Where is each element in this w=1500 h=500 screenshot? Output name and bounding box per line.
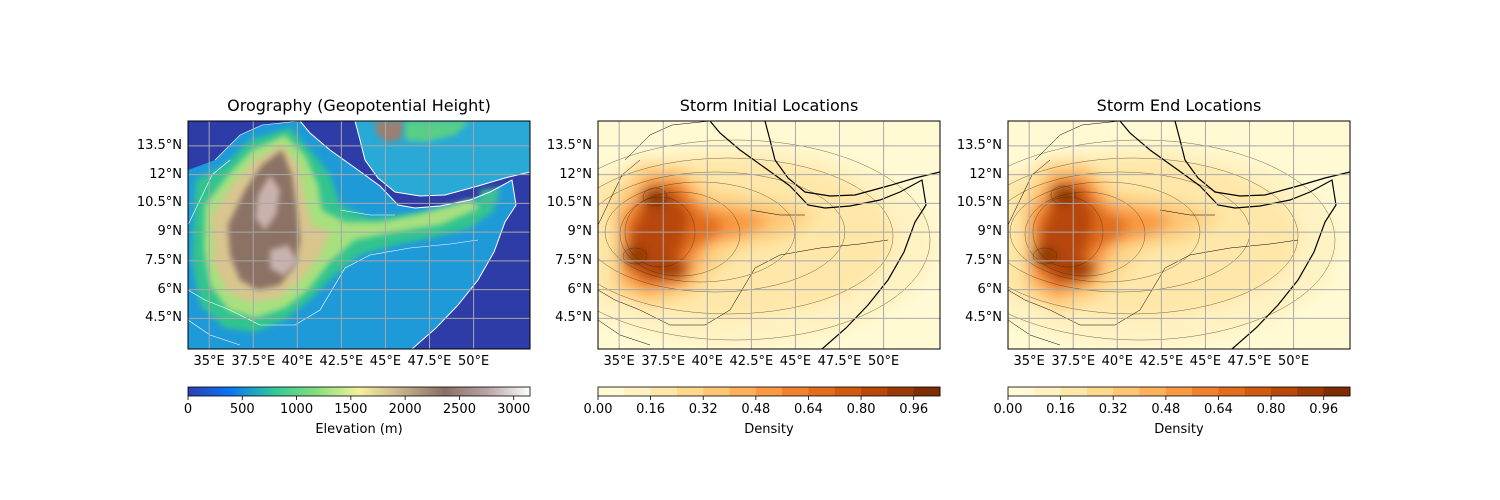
storm-initial-map (535, 121, 940, 349)
colorbar-gradient (188, 387, 530, 396)
colorbar-level (1034, 387, 1061, 396)
colorbar-level (1192, 387, 1219, 396)
colorbar-level (703, 387, 730, 396)
colorbar-level (914, 387, 941, 396)
colorbar-level (1245, 387, 1272, 396)
colorbar-level (651, 387, 678, 396)
colorbar-level (1166, 387, 1193, 396)
colorbar-level (887, 387, 914, 396)
colorbar-level (835, 387, 862, 396)
end-density-colorbar (1008, 387, 1351, 400)
colorbar-level (1008, 387, 1035, 396)
colorbar-level (1271, 387, 1298, 396)
colorbar-level (808, 387, 835, 396)
colorbar-level (1297, 387, 1324, 396)
colorbar-level (1324, 387, 1351, 396)
colorbar-level (1113, 387, 1140, 396)
colorbar-level (677, 387, 704, 396)
colorbar-level (598, 387, 625, 396)
colorbar-level (730, 387, 757, 396)
colorbar-level (782, 387, 809, 396)
storm-end-map (940, 121, 1350, 349)
colorbar-level (1061, 387, 1088, 396)
initial-density-colorbar (598, 387, 941, 400)
elevation-colorbar (188, 387, 530, 400)
colorbar-level (861, 387, 888, 396)
colorbar-level (624, 387, 651, 396)
colorbar-level (1218, 387, 1245, 396)
colorbar-level (1087, 387, 1114, 396)
colorbar-level (756, 387, 783, 396)
orography-map (188, 121, 530, 349)
colorbar-level (1140, 387, 1167, 396)
